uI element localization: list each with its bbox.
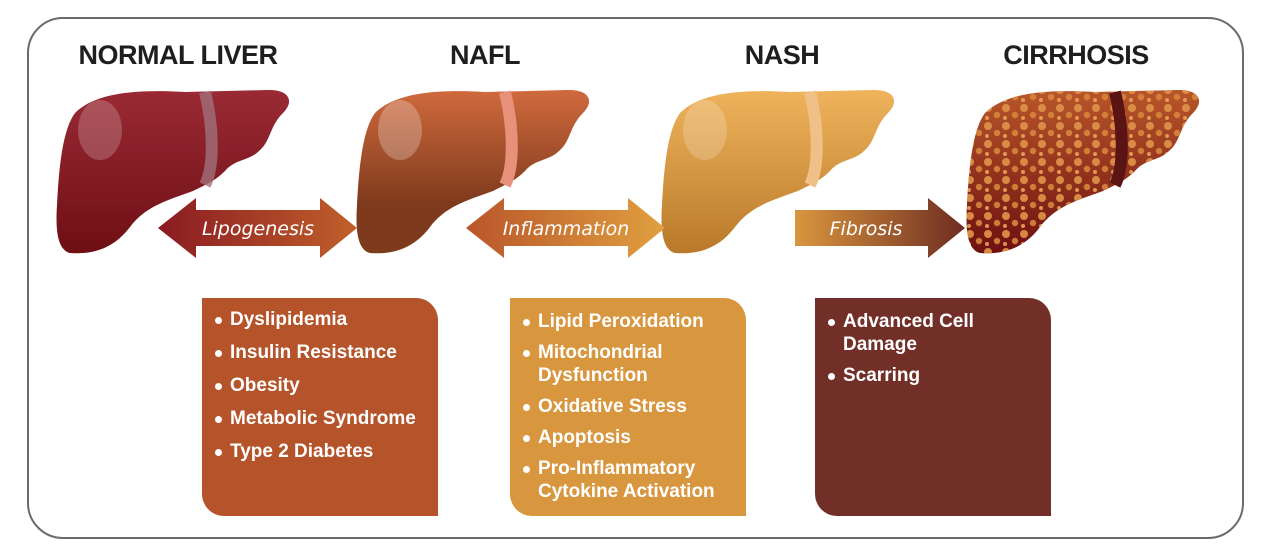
svg-text:Inflammation: Inflammation [503,218,630,240]
liver-normal [56,89,290,254]
transition-arrow-inflammation: Inflammation [466,198,665,258]
liver-nafl [356,89,590,254]
transition-arrow-lipogenesis: Lipogenesis [158,198,357,258]
diagram-frame [27,17,1244,539]
factor-item: Pro-Inflammatory Cytokine Activation [522,457,736,503]
factor-item: Dyslipidemia [214,308,428,331]
factor-item: Advanced Cell Damage [827,310,1041,356]
factor-item: Metabolic Syndrome [214,407,428,430]
svg-text:Lipogenesis: Lipogenesis [202,218,314,240]
factor-item: Scarring [827,364,1041,387]
stage-title-nash: NASH [744,40,820,70]
factor-item: Apoptosis [522,426,736,449]
factor-box-nash: Lipid Peroxidation Mitochondrial Dysfunc… [510,298,746,516]
svg-text:Fibrosis: Fibrosis [830,218,903,240]
factor-item: Lipid Peroxidation [522,310,736,333]
stage-title-cirrhosis: CIRRHOSIS [1003,40,1149,70]
factor-item: Oxidative Stress [522,395,736,418]
stage-title-normal-liver: NORMAL LIVER [78,40,278,70]
factor-box-nafl: Dyslipidemia Insulin Resistance Obesity … [202,298,438,516]
stage-title-nafl: NAFL [450,40,520,70]
factor-item: Type 2 Diabetes [214,440,428,463]
liver-cirrhosis [966,89,1200,254]
factor-item: Obesity [214,374,428,397]
factor-box-cirrhosis: Advanced Cell Damage Scarring [815,298,1051,516]
factor-item: Insulin Resistance [214,341,428,364]
liver-nash [661,89,895,254]
factor-item: Mitochondrial Dysfunction [522,341,736,387]
transition-arrow-fibrosis: Fibrosis [795,198,965,258]
